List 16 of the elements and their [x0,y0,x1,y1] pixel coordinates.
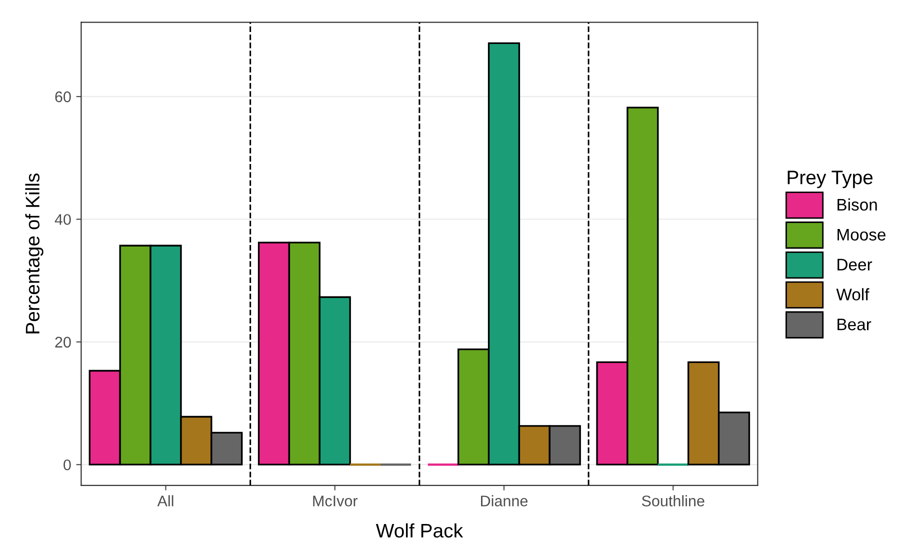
x-tick-label: Dianne [481,495,528,506]
x-tick-label: McIvor [313,496,358,506]
legend-label: Deer [838,258,872,270]
y-tick-label: 0 [64,459,71,470]
y-tick-label: 20 [55,336,71,348]
y-axis-title: Percentage of Kills [25,174,44,334]
legend-label: Bison [838,198,877,211]
x-tick-label: Southline [642,495,704,506]
x-axis-title: Wolf Pack [376,523,464,538]
x-tick-label: All [157,495,174,506]
legend-label: Wolf [836,288,870,300]
y-tick-label: 40 [54,214,71,225]
y-tick-label: 60 [55,91,71,102]
legend-label: Bear [838,318,872,330]
legend-title: Prey Type [788,170,873,188]
legend-label: Moose [838,228,886,241]
